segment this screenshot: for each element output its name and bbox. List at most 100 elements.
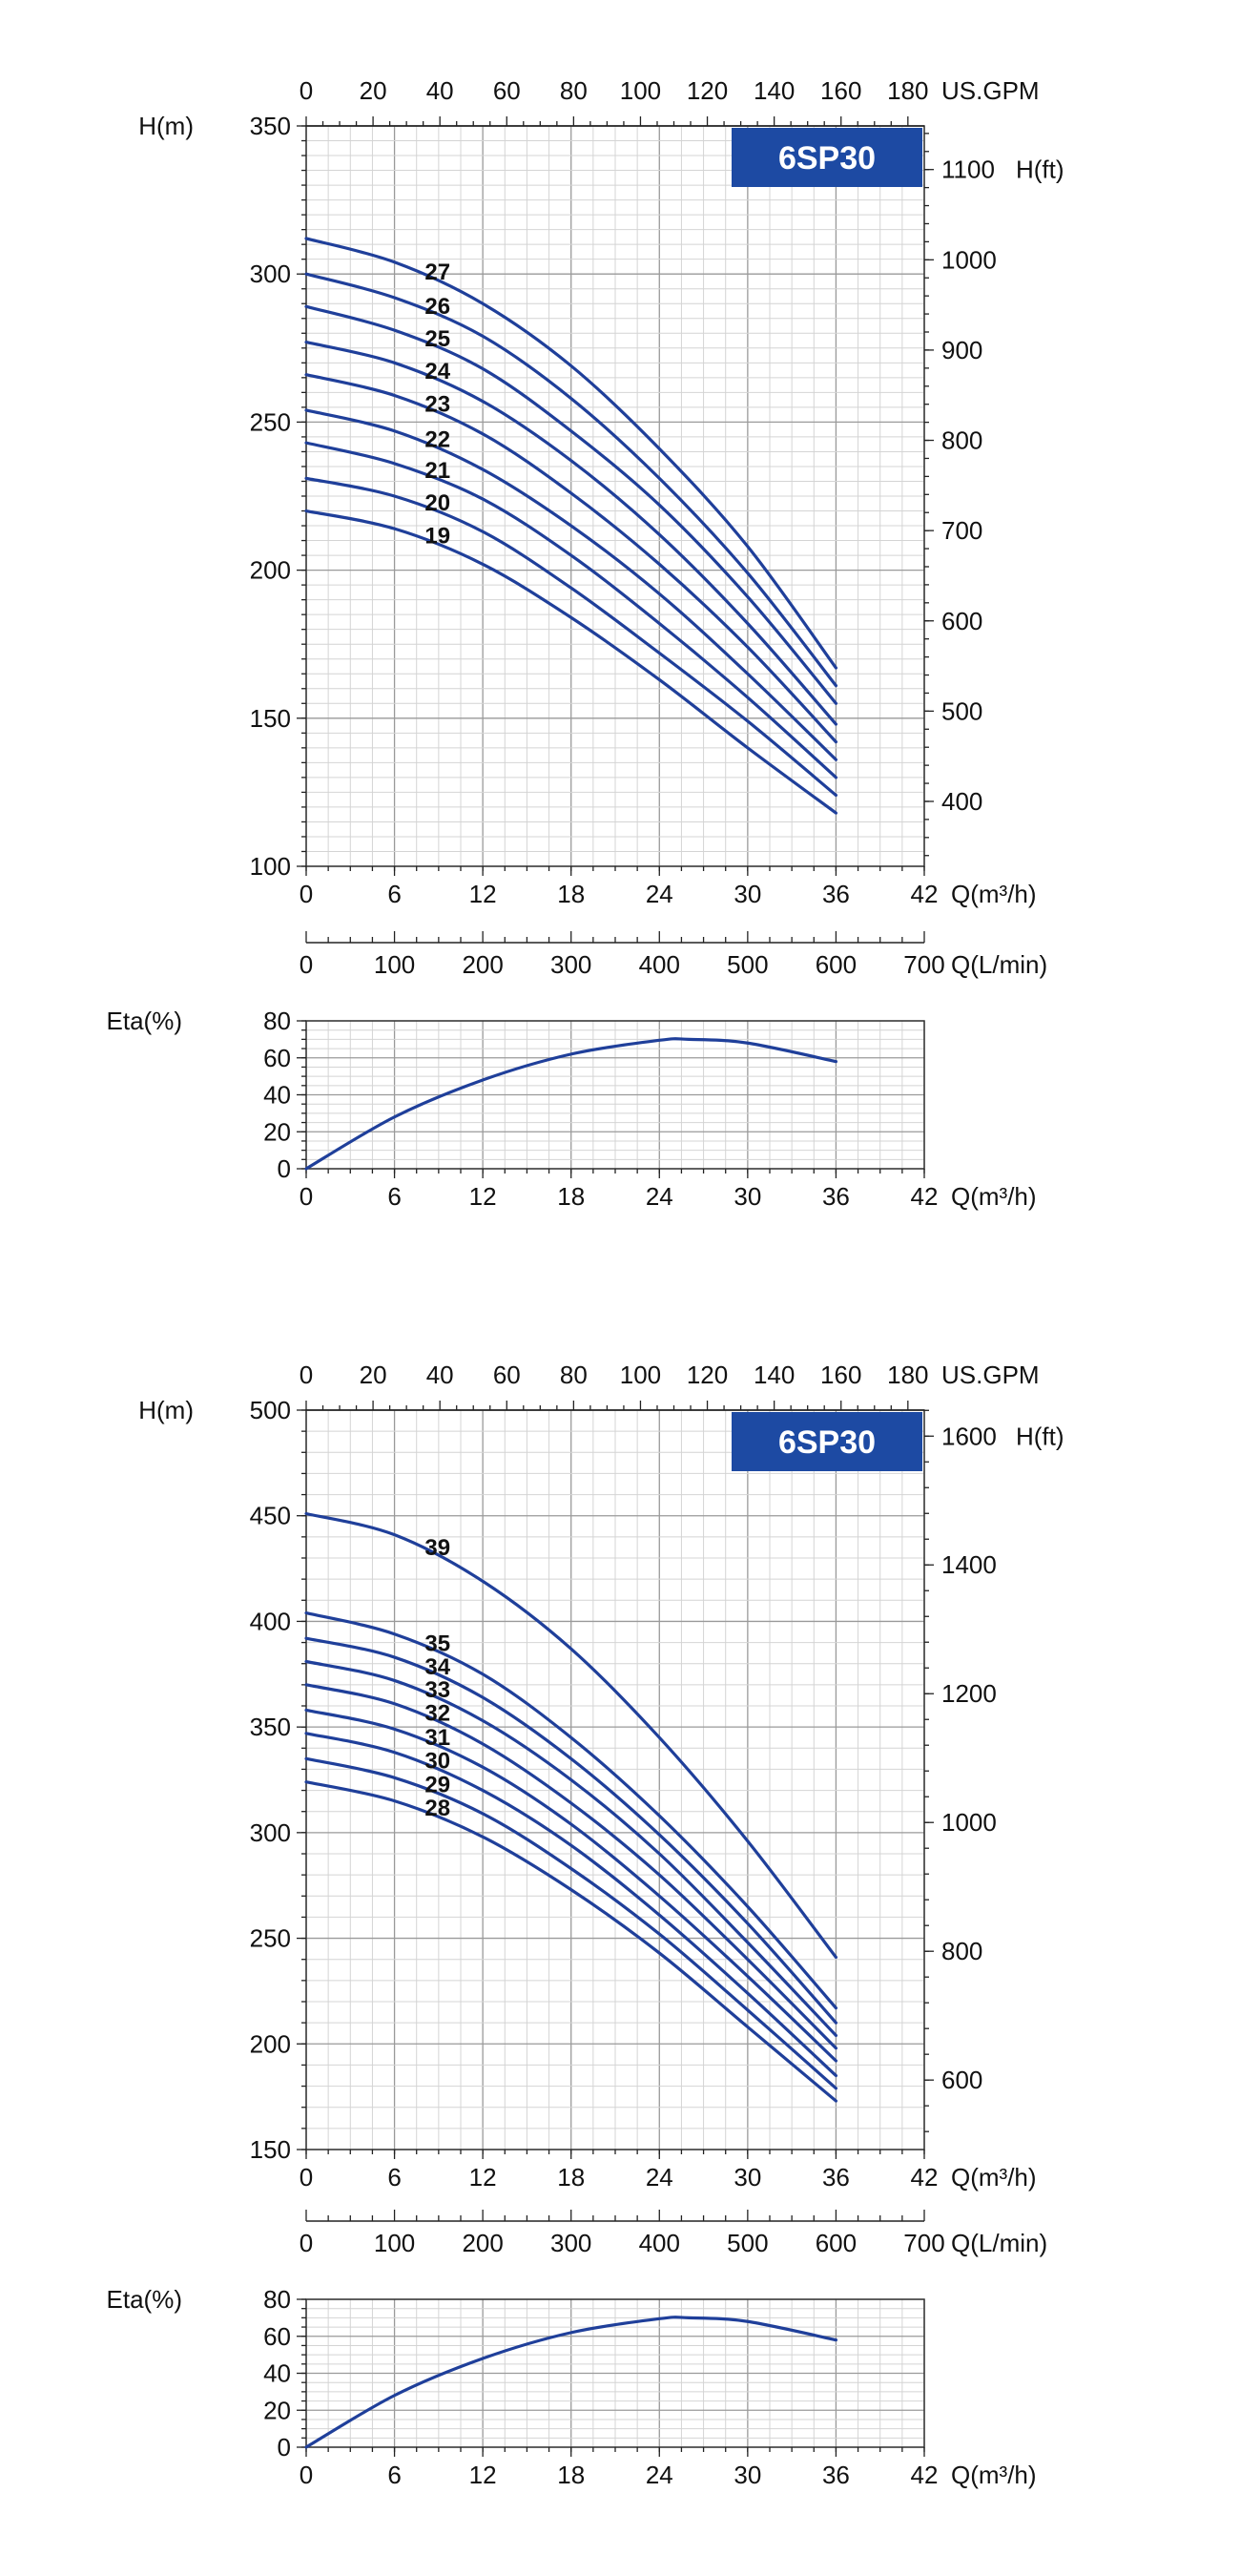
- y-axis-title: Eta(%): [107, 2285, 182, 2314]
- right-axis-title: H(ft): [1016, 1422, 1064, 1450]
- curve-31: [304, 1708, 838, 2063]
- curve-label-19: 19: [424, 523, 450, 549]
- plot-grid: [305, 1020, 925, 1170]
- curve-34: [304, 1636, 838, 2025]
- y-tick-label: 200: [250, 556, 291, 585]
- top-axis-tick-label: 160: [820, 76, 861, 105]
- y-tick-label: 300: [250, 1818, 291, 1847]
- top-axis-tick-label: 140: [754, 76, 795, 105]
- x-tick-label: 6: [387, 880, 401, 908]
- top-axis-tick-label: 180: [887, 1361, 928, 1389]
- x-tick-label: 36: [822, 880, 850, 908]
- right-axis-tick-label: 700: [941, 516, 982, 545]
- model-badge: [732, 128, 922, 187]
- lmin-axis-tick-label: 0: [300, 950, 313, 979]
- top-axis-tick-label: 160: [820, 1361, 861, 1389]
- x-tick-label: 0: [300, 1182, 313, 1211]
- top-axis-tick-label: 80: [560, 76, 588, 105]
- curve-label-31: 31: [424, 1725, 450, 1751]
- x-tick-label: 24: [646, 2163, 673, 2192]
- x-tick-label: 18: [557, 880, 585, 908]
- efficiency-chart-upper: 0 6 12 18 24 30 36 42 Q(m³/h) 0 20 40 60 80 Eta(%) 0 100…: [107, 931, 1047, 1211]
- plot-grid: [305, 125, 925, 867]
- y-tick-label: 40: [263, 2359, 291, 2388]
- curve-35: [304, 1610, 838, 2010]
- right-axis-tick-label: 900: [941, 336, 982, 364]
- plot-grid: [305, 2298, 925, 2448]
- curve-label-21: 21: [424, 458, 450, 484]
- lmin-axis-tick-label: 200: [462, 2229, 503, 2257]
- curve-22: [304, 408, 838, 761]
- x-tick-label: 6: [387, 1182, 401, 1211]
- x-tick-label: 30: [734, 1182, 761, 1211]
- x-tick-label: 30: [734, 2163, 761, 2192]
- lmin-axis-tick-label: 100: [374, 950, 415, 979]
- x-axis-title: Q(m³/h): [951, 880, 1037, 908]
- top-axis-tick-label: 20: [360, 1361, 387, 1389]
- curve-28: [304, 1780, 838, 2103]
- curve-20: [304, 476, 838, 798]
- right-axis-tick-label: 1200: [941, 1679, 997, 1708]
- x-tick-label: 30: [734, 880, 761, 908]
- y-tick-label: 100: [250, 852, 291, 881]
- curve-label-28: 28: [424, 1796, 450, 1821]
- top-axis-tick-label: 0: [300, 76, 313, 105]
- head-chart-upper: 0 6 12 18 24 30 36 42 Q(m³/h)100150200250300350H…: [138, 76, 1064, 908]
- x-tick-label: 12: [469, 1182, 497, 1211]
- curve-29: [304, 1756, 838, 2090]
- top-axis-tick-label: 140: [754, 1361, 795, 1389]
- curve-39: [304, 1511, 838, 1960]
- top-axis-tick-label: 20: [360, 76, 387, 105]
- right-axis-tick-label: 1100: [941, 156, 995, 184]
- right-axis-tick-label: 1400: [941, 1550, 997, 1579]
- x-tick-label: 42: [911, 1182, 939, 1211]
- curve-label-30: 30: [424, 1748, 450, 1774]
- curve-32: [304, 1683, 838, 2050]
- x-axis-title: Q(m³/h): [951, 2163, 1037, 2192]
- curve-label-29: 29: [424, 1773, 450, 1798]
- top-axis-tick-label: 40: [426, 1361, 454, 1389]
- model-badge-label: 6SP30: [778, 1424, 876, 1461]
- right-axis-tick-label: 600: [941, 2066, 982, 2094]
- top-axis-tick-label: 60: [493, 1361, 521, 1389]
- curve-efficiency: [304, 2316, 838, 2449]
- top-axis-title: US.GPM: [941, 76, 1040, 105]
- lmin-axis-tick-label: 300: [550, 2229, 591, 2257]
- right-axis-title: H(ft): [1016, 156, 1064, 184]
- lmin-axis-title: Q(L/min): [951, 2229, 1047, 2257]
- y-tick-label: 400: [250, 1607, 291, 1635]
- curve-33: [304, 1659, 838, 2038]
- x-tick-label: 12: [469, 880, 497, 908]
- x-tick-label: 0: [300, 880, 313, 908]
- lmin-axis-tick-label: 500: [727, 950, 768, 979]
- x-tick-label: 24: [646, 1182, 673, 1211]
- lmin-axis-tick-label: 500: [727, 2229, 768, 2257]
- lmin-axis-title: Q(L/min): [951, 950, 1047, 979]
- lmin-axis-tick-label: 300: [550, 950, 591, 979]
- right-axis-tick-label: 800: [941, 1937, 982, 1965]
- curve-label-33: 33: [424, 1677, 450, 1703]
- right-axis-tick-label: 800: [941, 426, 982, 455]
- curve-efficiency: [304, 1037, 838, 1171]
- x-tick-label: 18: [557, 1182, 585, 1211]
- curve-label-39: 39: [424, 1535, 450, 1561]
- x-tick-label: 0: [300, 2461, 313, 2489]
- y-axis-title: H(m): [138, 1396, 194, 1424]
- y-tick-label: 0: [278, 1154, 291, 1183]
- y-tick-label: 150: [250, 704, 291, 733]
- y-tick-label: 200: [250, 2029, 291, 2058]
- curve-label-20: 20: [424, 490, 450, 516]
- y-axis-title: Eta(%): [107, 1007, 182, 1035]
- curve-label-22: 22: [424, 427, 450, 453]
- x-tick-label: 0: [300, 2163, 313, 2192]
- y-tick-label: 80: [263, 2285, 291, 2314]
- x-tick-label: 36: [822, 2461, 850, 2489]
- curve-label-35: 35: [424, 1631, 450, 1656]
- x-tick-label: 42: [911, 2163, 939, 2192]
- y-tick-label: 60: [263, 1044, 291, 1072]
- x-tick-label: 6: [387, 2461, 401, 2489]
- y-tick-label: 350: [250, 112, 291, 140]
- x-tick-label: 24: [646, 2461, 673, 2489]
- top-axis-tick-label: 120: [687, 1361, 728, 1389]
- curve-30: [304, 1732, 838, 2078]
